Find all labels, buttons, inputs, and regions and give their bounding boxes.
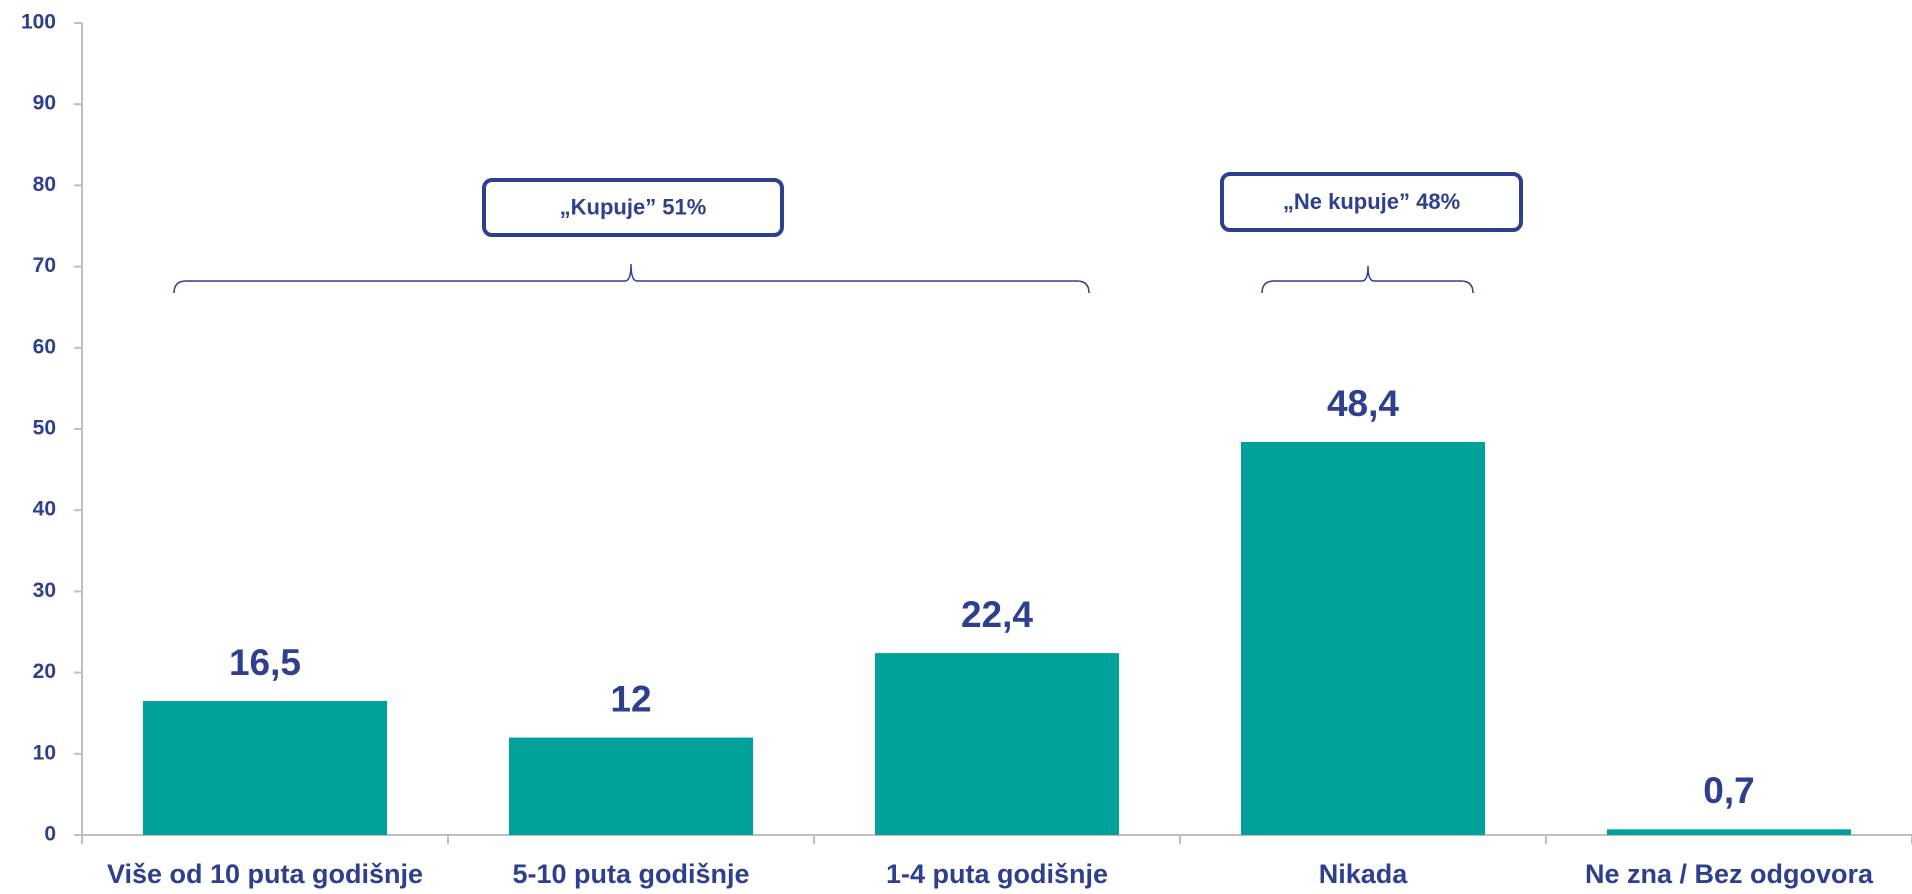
x-tick-label: Ne zna / Bez odgovora <box>1585 859 1874 889</box>
value-label: 48,4 <box>1327 383 1399 424</box>
bar <box>143 701 387 835</box>
value-label: 22,4 <box>961 594 1033 635</box>
value-label: 12 <box>610 678 651 719</box>
annotation-box <box>482 178 784 237</box>
value-label: 0,7 <box>1703 770 1754 811</box>
bar <box>875 653 1119 835</box>
y-tick-label: 90 <box>33 92 56 115</box>
bar <box>1607 829 1851 835</box>
x-tick-label: 1-4 puta godišnje <box>886 859 1108 889</box>
y-tick-label: 30 <box>33 579 56 602</box>
y-tick-label: 100 <box>21 11 56 34</box>
value-label: 16,5 <box>229 642 301 683</box>
bracket <box>173 263 1090 294</box>
y-tick-label: 70 <box>33 254 56 277</box>
y-tick-label: 10 <box>33 741 56 764</box>
y-tick-label: 50 <box>33 417 56 440</box>
x-tick-label: 5-10 puta godišnje <box>512 859 749 889</box>
annotation: „Kupuje” 51% <box>560 194 707 219</box>
annotation-box <box>1220 172 1523 232</box>
y-tick-label: 80 <box>33 173 56 196</box>
bar <box>1241 441 1485 835</box>
bracket <box>1261 265 1474 294</box>
bar <box>509 737 753 835</box>
y-tick-label: 20 <box>33 660 56 683</box>
annotation: „Ne kupuje” 48% <box>1283 189 1460 214</box>
x-tick-label: Nikada <box>1319 859 1409 889</box>
y-tick-label: 0 <box>44 823 56 846</box>
y-tick-label: 60 <box>33 335 56 358</box>
y-tick-label: 40 <box>33 498 56 521</box>
x-tick-label: Više od 10 puta godišnje <box>107 859 423 889</box>
